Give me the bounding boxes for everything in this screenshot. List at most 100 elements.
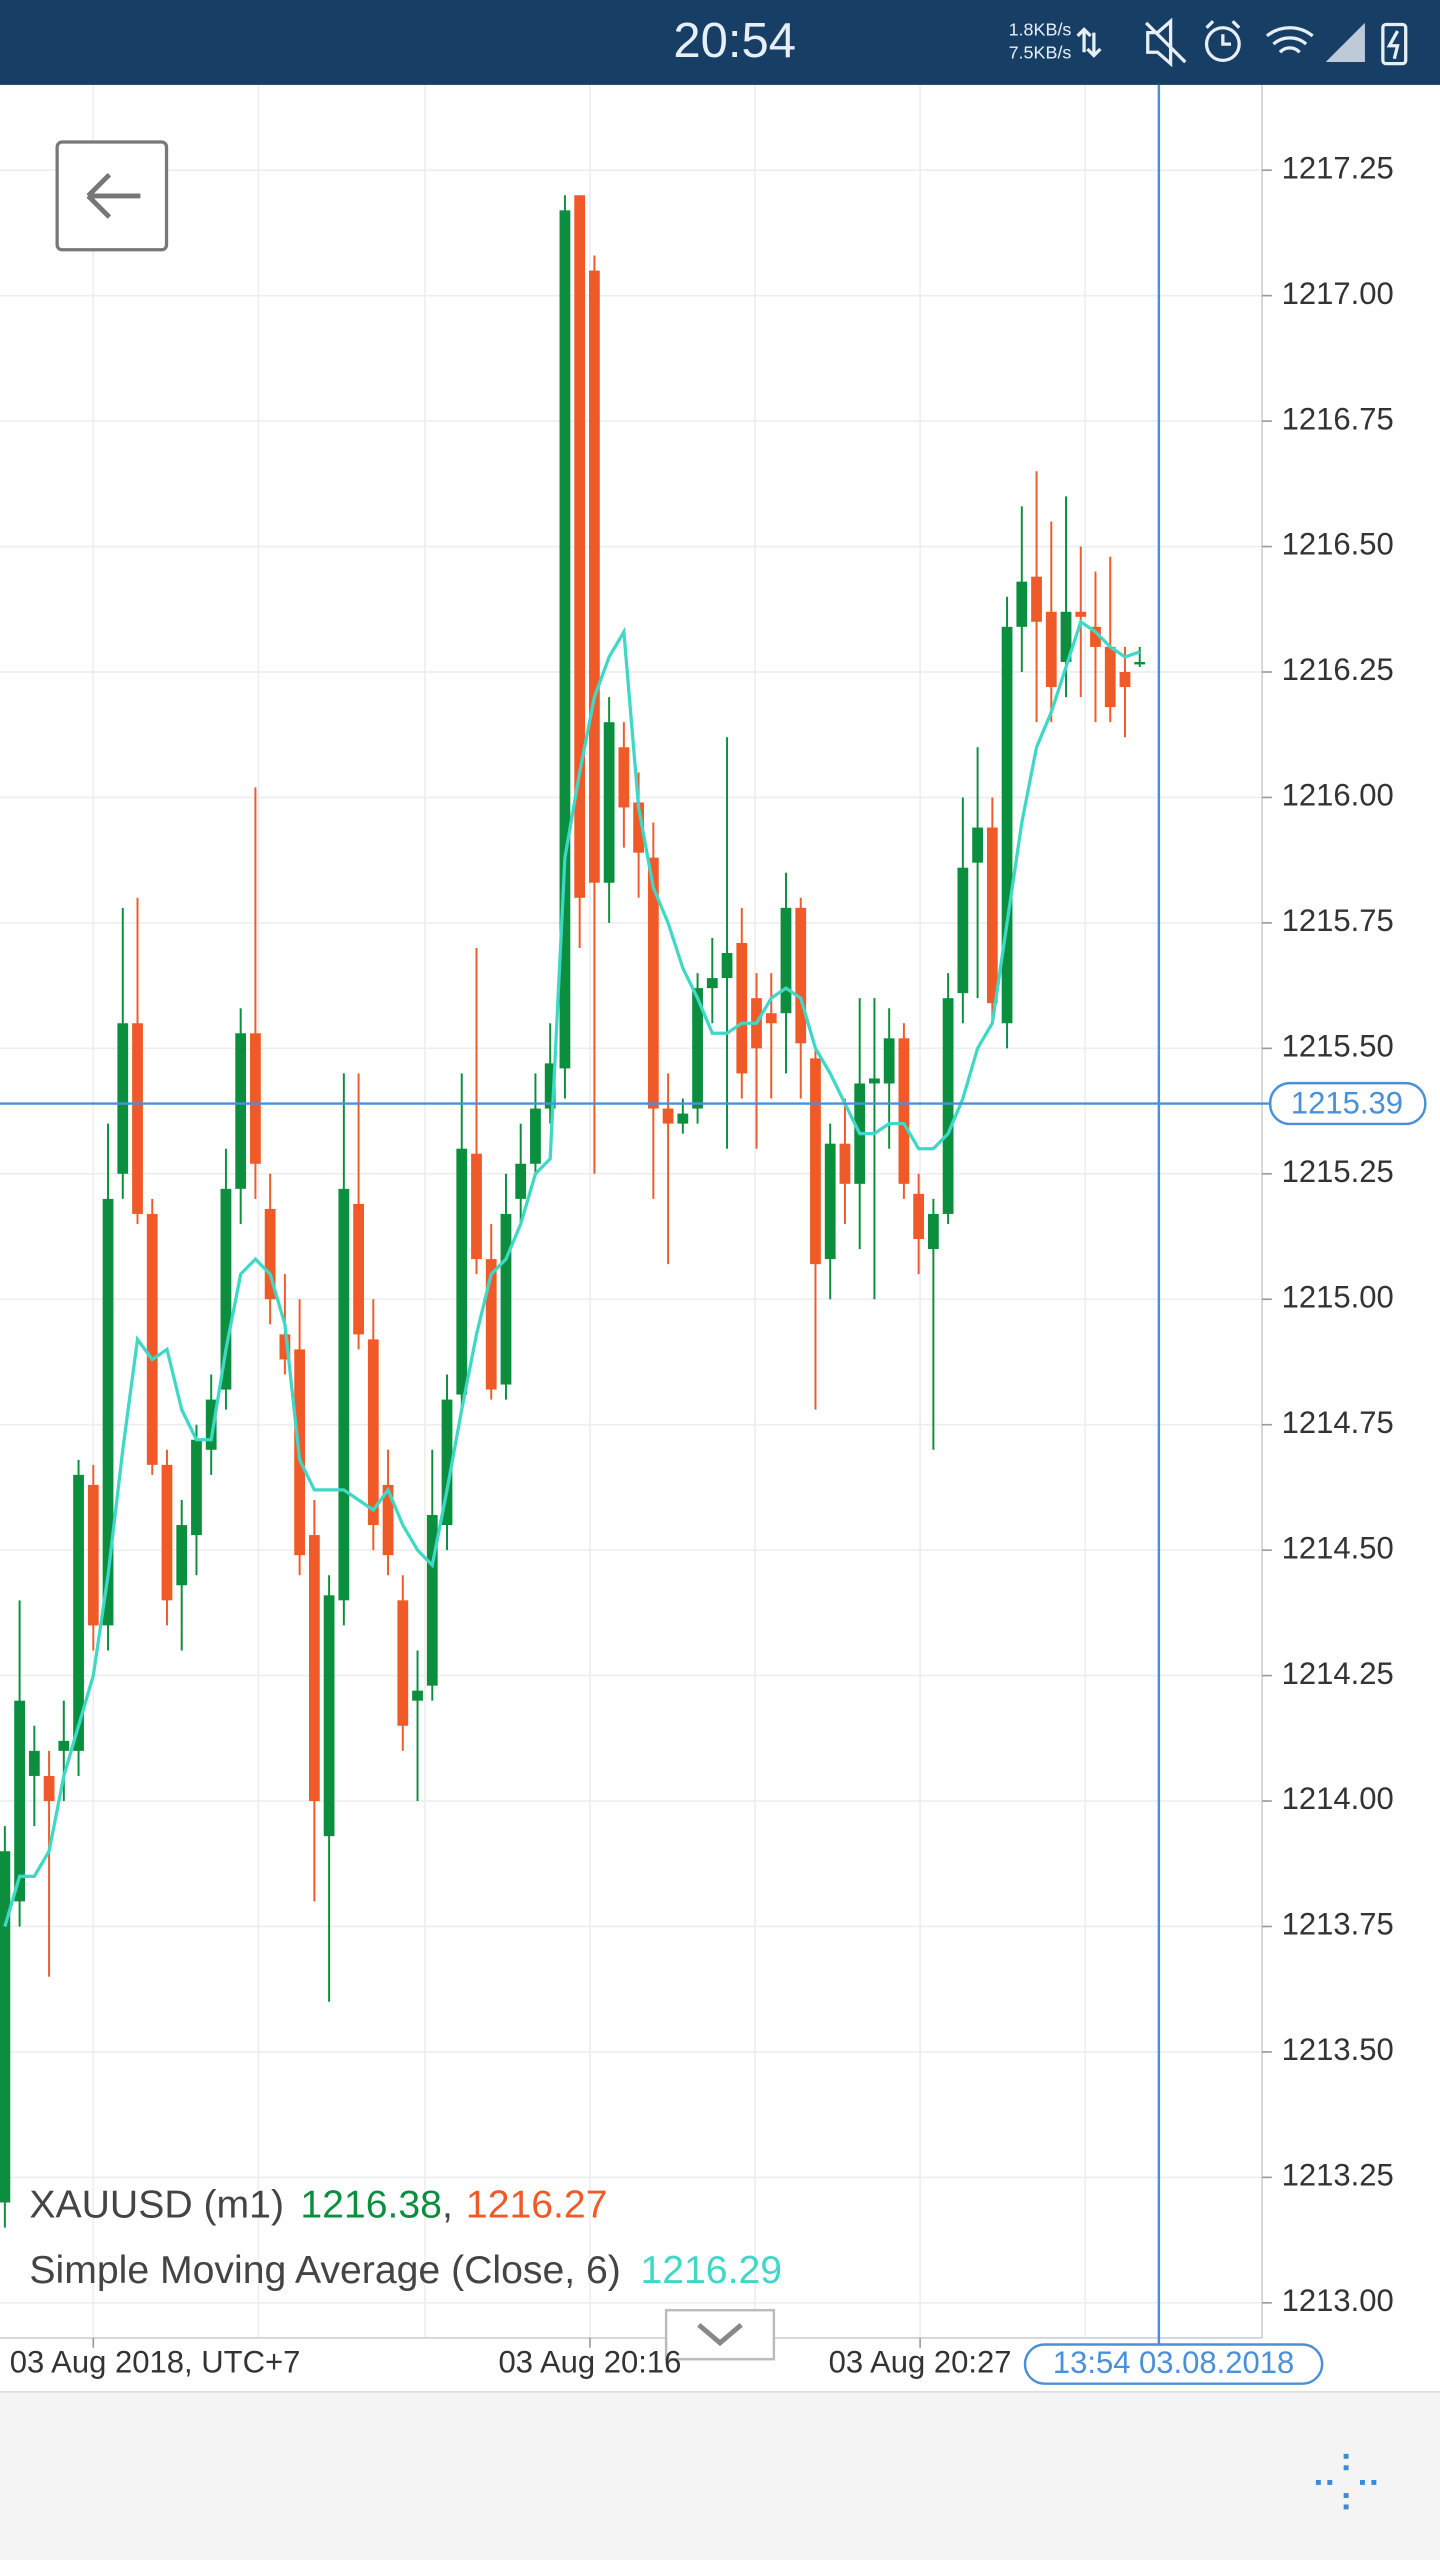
y-tick-label: 1217.00 — [1282, 276, 1394, 311]
candle-body — [795, 907, 807, 1044]
candle-body — [530, 1108, 541, 1164]
status-time: 20:54 — [673, 14, 796, 68]
x-tick-label: 03 Aug 2018, UTC+7 — [10, 2344, 301, 2379]
candle-body — [957, 867, 969, 994]
candle-body — [765, 1013, 777, 1024]
legend-symbol: XAUUSD (m1) — [29, 2184, 284, 2227]
y-tick-label: 1214.75 — [1282, 1405, 1394, 1440]
upload-speed: 1.8KB/s — [1009, 20, 1072, 40]
candle-body — [250, 1033, 261, 1164]
legend-indicator: Simple Moving Average (Close, 6) — [29, 2249, 620, 2292]
candle-body — [1075, 611, 1087, 617]
candle-body — [883, 1038, 895, 1084]
legend-value: 1216.27 — [466, 2184, 608, 2227]
y-tick-label: 1216.50 — [1282, 527, 1394, 562]
x-tick-label: 03 Aug 20:27 — [829, 2344, 1012, 2379]
candle-body — [942, 998, 954, 1214]
candle-body — [1134, 661, 1146, 665]
candle-body — [14, 1700, 25, 1902]
mute-icon — [1144, 17, 1187, 68]
candle-body — [839, 1143, 851, 1184]
candle-body — [1016, 581, 1028, 627]
candle-body — [618, 747, 630, 808]
legend-value: 1216.29 — [640, 2249, 782, 2292]
candle-body — [176, 1525, 188, 1586]
legend-separator: , — [442, 2184, 453, 2227]
candle-body — [898, 1038, 910, 1184]
candle-body — [235, 1033, 247, 1189]
status-icons — [1076, 17, 1408, 68]
crosshair-price-box — [1268, 1081, 1427, 1126]
candle-body — [28, 1750, 40, 1776]
candle-body — [927, 1213, 939, 1250]
candle-body — [264, 1208, 276, 1300]
crosshair-time-box — [1023, 2343, 1324, 2385]
candle-body — [308, 1535, 320, 1802]
candle-body — [647, 857, 659, 1109]
y-tick-label: 1215.50 — [1282, 1029, 1394, 1064]
y-tick-label: 1216.00 — [1282, 778, 1394, 813]
legend-value: 1216.38 — [300, 2184, 442, 2227]
candle-body — [706, 978, 718, 989]
candle-body — [677, 1113, 689, 1124]
candle-body — [544, 1063, 556, 1109]
candle-body — [1001, 626, 1013, 1024]
alarm-hands — [1205, 20, 1241, 46]
candle-body — [1119, 671, 1131, 688]
candle-body — [132, 1023, 143, 1214]
candle-body — [1031, 576, 1042, 622]
alarm-icon — [1204, 26, 1241, 63]
candle-body — [1060, 611, 1072, 662]
candle-body — [500, 1213, 512, 1385]
y-tick-label: 1214.25 — [1282, 1656, 1394, 1691]
y-tick-label: 1213.25 — [1282, 2158, 1394, 2193]
candle-body — [810, 1058, 821, 1265]
candle-body — [515, 1163, 527, 1199]
candle-body — [87, 1484, 99, 1626]
candle-body — [146, 1213, 158, 1465]
download-speed: 7.5KB/s — [1009, 43, 1072, 63]
y-tick-label: 1215.25 — [1282, 1154, 1394, 1189]
collapse-button[interactable] — [664, 2308, 776, 2361]
candle-body — [736, 942, 748, 1074]
candle-body — [780, 907, 792, 1014]
candle-body — [1090, 626, 1101, 647]
candle-body — [338, 1188, 350, 1601]
candle-body — [603, 722, 615, 883]
crosshair-price-label: 1215.39 — [1291, 1085, 1403, 1120]
candle-body — [441, 1399, 453, 1526]
status-bar — [0, 0, 1440, 85]
candle-body — [205, 1399, 217, 1450]
candle-body — [367, 1339, 379, 1526]
legend: XAUUSD (m1) 1216.38 , 1216.27 Simple Mov… — [29, 2184, 782, 2292]
y-tick-label: 1213.50 — [1282, 2032, 1394, 2067]
candle-body — [721, 953, 733, 979]
candle-body — [1104, 646, 1116, 708]
crosshair-tool[interactable] — [1315, 2453, 1377, 2510]
candle-body — [456, 1148, 468, 1395]
candle-body — [397, 1600, 409, 1726]
y-tick-label: 1216.25 — [1282, 652, 1394, 687]
data-arrows-icon — [1076, 27, 1102, 58]
candle-body — [382, 1484, 394, 1556]
candle-body — [412, 1690, 423, 1701]
candle-body — [589, 270, 600, 883]
y-tick-label: 1213.00 — [1282, 2283, 1394, 2318]
candle-body — [574, 195, 586, 898]
y-tick-label: 1217.25 — [1282, 150, 1394, 185]
y-tick-label: 1215.75 — [1282, 903, 1394, 938]
candle-body — [0, 1851, 11, 2203]
candle-body — [824, 1143, 836, 1260]
candle-body — [58, 1740, 70, 1751]
y-tick-label: 1214.50 — [1282, 1530, 1394, 1565]
candle-body — [191, 1439, 202, 1536]
candle-body — [913, 1193, 925, 1240]
candle-body — [972, 827, 983, 863]
back-arrow — [86, 172, 141, 219]
y-tick-label: 1214.00 — [1282, 1781, 1394, 1816]
chevron-icon — [697, 2323, 743, 2347]
candle-body — [559, 210, 571, 1069]
candle-body — [662, 1108, 674, 1124]
